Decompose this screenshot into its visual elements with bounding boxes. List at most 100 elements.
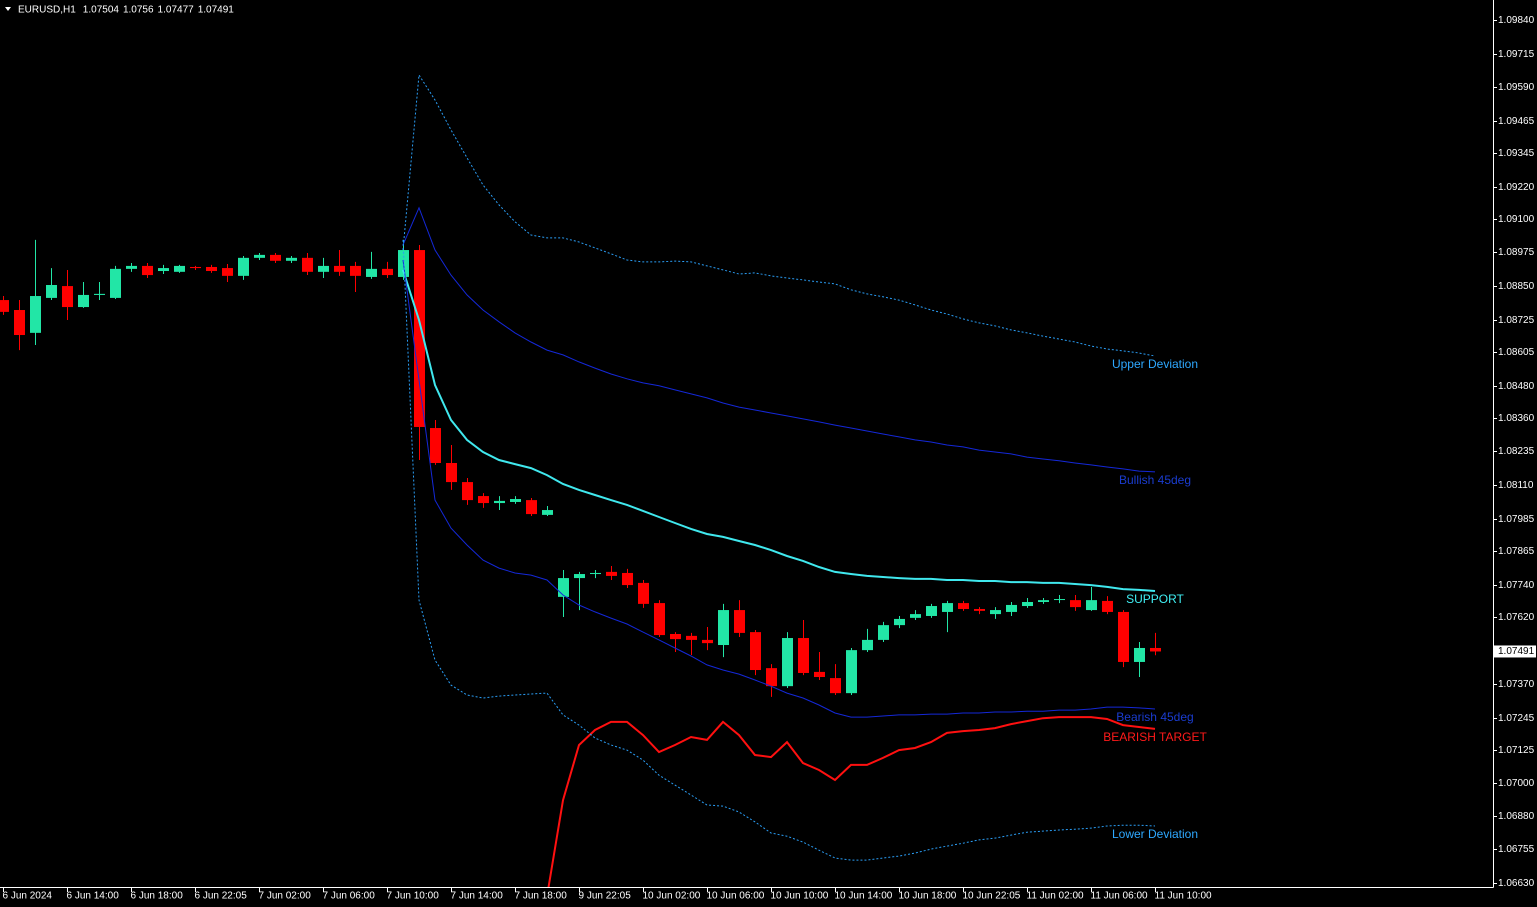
y-tick-label: 1.09840 [1498, 15, 1535, 26]
x-tick-label: 6 Jun 22:05 [195, 891, 248, 902]
candle-body [814, 671, 825, 678]
candle-body [686, 635, 697, 640]
header-open: 1.07504 [83, 5, 120, 16]
candle-body [14, 310, 25, 336]
candle-body [942, 603, 953, 612]
candle-body [126, 265, 137, 269]
y-tick-label: 1.07125 [1498, 745, 1535, 756]
y-tick-label: 1.06755 [1498, 844, 1535, 855]
candle-body [430, 428, 441, 463]
candle-body [782, 638, 793, 687]
candle-body [46, 285, 57, 298]
x-tick-label: 10 Jun 06:00 [707, 891, 765, 902]
candle-body [318, 265, 329, 272]
candle-body [1102, 600, 1113, 612]
candle-body [174, 265, 185, 272]
line-label: Upper Deviation [1112, 357, 1198, 371]
x-tick-label: 7 Jun 14:00 [451, 891, 504, 902]
x-tick-label: 10 Jun 22:05 [963, 891, 1021, 902]
y-tick-label: 1.08480 [1498, 381, 1535, 392]
candle-body [446, 462, 457, 483]
candle-body [542, 510, 553, 515]
candle-body [270, 254, 281, 261]
y-tick-label: 1.08975 [1498, 247, 1535, 258]
line-label: Bearish 45deg [1116, 710, 1193, 724]
x-tick-label: 6 Jun 18:00 [131, 891, 184, 902]
candle-body [462, 482, 473, 501]
candle-body [638, 582, 649, 604]
x-tick-label: 10 Jun 10:00 [771, 891, 829, 902]
y-tick-label: 1.07620 [1498, 612, 1535, 623]
candle-body [670, 633, 681, 640]
x-tick-label: 10 Jun 18:00 [899, 891, 957, 902]
y-tick-label: 1.09220 [1498, 182, 1535, 193]
y-tick-label: 1.09100 [1498, 214, 1535, 225]
candle-body [494, 500, 505, 504]
y-tick-label: 1.09465 [1498, 116, 1535, 127]
candle-body [622, 572, 633, 586]
candle-body [1134, 647, 1145, 662]
candle-body [926, 606, 937, 616]
candle-body [238, 257, 249, 276]
menu-arrow[interactable] [5, 7, 11, 11]
candle-body [510, 499, 521, 502]
y-tick-label: 1.08235 [1498, 446, 1535, 457]
candle-body [878, 625, 889, 640]
candle-body [910, 614, 921, 618]
symbol-title: EURUSD,H1 [18, 5, 76, 16]
y-tick-label: 1.07865 [1498, 546, 1535, 557]
candle-body [1054, 599, 1065, 601]
header-high: 1.0756 [123, 5, 154, 16]
candle-body [78, 294, 89, 308]
candle-body [958, 603, 969, 609]
line-label: Bullish 45deg [1119, 473, 1191, 487]
y-tick-label: 1.06630 [1498, 878, 1535, 889]
candle-body [302, 257, 313, 272]
line-label: Lower Deviation [1112, 827, 1198, 841]
x-tick-label: 7 Jun 18:00 [515, 891, 568, 902]
candle-body [286, 257, 297, 261]
indicator-line [402, 206, 1156, 473]
candle-body [990, 610, 1001, 615]
candle-body [1150, 647, 1161, 652]
y-tick-label: 1.06880 [1498, 811, 1535, 822]
candle-body [574, 574, 585, 579]
x-tick-label: 10 Jun 02:00 [643, 891, 701, 902]
current-price-box [1494, 645, 1536, 658]
candle-body [254, 254, 265, 258]
candle-body [702, 639, 713, 644]
candle-body [222, 268, 233, 276]
x-tick-label: 11 Jun 10:00 [1155, 891, 1213, 902]
candle-body [0, 300, 9, 312]
candle-body [1070, 600, 1081, 608]
x-tick-label: 11 Jun 06:00 [1091, 891, 1149, 902]
candle-body [654, 603, 665, 636]
y-tick-label: 1.08110 [1498, 480, 1534, 491]
candle-body [478, 496, 489, 504]
header-close: 1.07491 [198, 5, 235, 16]
candle-body [110, 268, 121, 298]
candle-body [718, 610, 729, 646]
x-tick-label: 11 Jun 02:00 [1027, 891, 1085, 902]
indicator-line [402, 269, 1156, 592]
candle-body [526, 500, 537, 515]
candle-body [1022, 601, 1033, 607]
candle-body [1038, 600, 1049, 602]
candle-body [830, 678, 841, 694]
candle-body [894, 618, 905, 626]
candle-body [382, 268, 393, 276]
candle-body [862, 639, 873, 651]
x-tick-label: 7 Jun 10:00 [387, 891, 440, 902]
candle-body [734, 610, 745, 633]
current-price-label: 1.07491 [1498, 646, 1535, 657]
candle-body [750, 632, 761, 671]
line-label: SUPPORT [1126, 592, 1184, 606]
candle-body [190, 266, 201, 269]
candle-body [1118, 611, 1129, 662]
y-tick-label: 1.09345 [1498, 148, 1535, 159]
x-tick-label: 6 Jun 2024 [3, 891, 53, 902]
candle-body [334, 265, 345, 272]
indicator-line [402, 259, 1156, 718]
x-tick-label: 7 Jun 02:00 [259, 891, 312, 902]
